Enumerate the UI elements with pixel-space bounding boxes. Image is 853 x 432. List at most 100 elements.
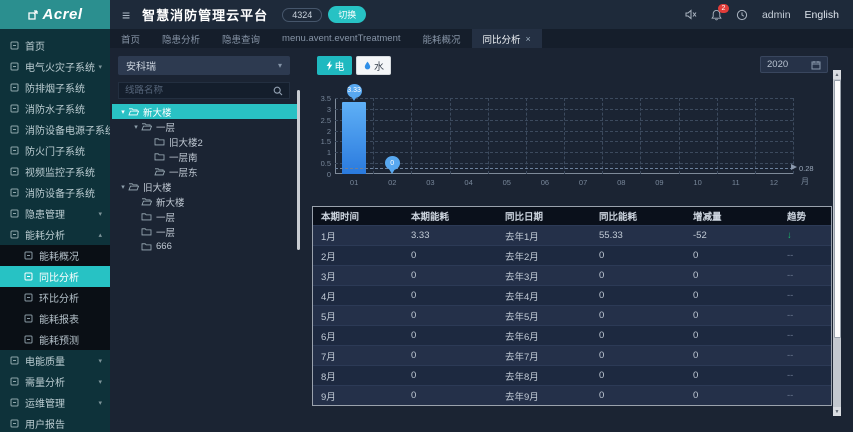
table-row: 4月 0 去年4月 0 0 -- <box>313 285 831 305</box>
submenu-item[interactable]: 环比分析 <box>0 287 110 308</box>
gridline <box>640 98 642 174</box>
tree-node-label: 一层南 <box>169 152 198 164</box>
tree-node[interactable]: 旧大楼2 <box>112 134 298 149</box>
average-line <box>335 167 793 169</box>
tree-node[interactable]: 一层东 <box>112 164 298 179</box>
table-cell: 0 <box>693 390 699 401</box>
sidebar-item[interactable]: 隐患管理 ▾ <box>0 203 110 224</box>
organization-select[interactable]: 安科瑞 ▾ <box>118 56 290 75</box>
tab-label: 首页 <box>121 34 141 46</box>
tree-node-label: 666 <box>156 241 172 252</box>
sidebar-item[interactable]: 消防设备电源子系统 <box>0 119 110 140</box>
submenu-item[interactable]: 同比分析 <box>0 266 110 287</box>
tree-scrollbar[interactable] <box>297 90 300 250</box>
table-cell: 去年5月 <box>505 311 539 323</box>
table-row: 3月 0 去年3月 0 0 -- <box>313 265 831 285</box>
line-search-input[interactable] <box>119 85 273 96</box>
user-menu[interactable]: admin <box>761 8 791 21</box>
sidebar-item-label: 视频监控子系统 <box>25 168 95 179</box>
sidebar-item-label: 电能质量 <box>25 357 65 368</box>
gridline <box>564 98 565 174</box>
notification-bell-icon[interactable]: 2 <box>711 3 729 21</box>
tree-node[interactable]: ▾ 新大楼 <box>112 104 298 119</box>
gridline <box>487 98 489 174</box>
menu-collapse-icon[interactable]: ≡ <box>122 6 131 23</box>
electric-tab-button[interactable]: 电 <box>317 56 352 75</box>
tree-expander-icon[interactable]: ▾ <box>134 123 138 131</box>
sidebar-item[interactable]: 视频监控子系统 <box>0 161 110 182</box>
search-icon[interactable] <box>273 86 283 96</box>
electrical-fire-icon <box>10 62 19 71</box>
sidebar-item-label: 用户报告 <box>25 420 65 431</box>
language-switch[interactable]: English <box>804 8 839 21</box>
tree-node[interactable]: ▾ 旧大楼 <box>112 179 298 194</box>
table-cell: 去年8月 <box>505 371 539 383</box>
table-cell: 去年7月 <box>505 351 539 363</box>
data-marker: 3.33 <box>346 83 362 102</box>
tab-隐患查询[interactable]: 隐患查询 <box>211 29 271 48</box>
energy-report-icon <box>24 314 33 323</box>
power-quality-icon <box>10 356 19 365</box>
sidebar-item[interactable]: 消防设备子系统 <box>0 182 110 203</box>
x-axis-tick: 09 <box>655 178 664 187</box>
sidebar-item[interactable]: 防排烟子系统 <box>0 77 110 98</box>
tree-node[interactable]: ▾ 一层 <box>112 119 298 134</box>
sidebar-item[interactable]: 首页 <box>0 35 110 56</box>
sidebar-item-label: 防火门子系统 <box>25 147 85 158</box>
tree-node[interactable]: 一层 <box>112 209 298 224</box>
table-cell: 5月 <box>321 311 336 323</box>
switch-button[interactable]: 切换 <box>328 6 367 23</box>
chevron-icon: ▴ <box>98 231 102 239</box>
folder-icon <box>154 152 165 161</box>
sidebar-item[interactable]: 消防水子系统 <box>0 98 110 119</box>
table-cell: 0 <box>411 310 417 321</box>
sidebar-item[interactable]: 需量分析 ▾ <box>0 371 110 392</box>
sidebar-item[interactable]: 电气火灾子系统 ▾ <box>0 56 110 77</box>
sidebar-item-label: 消防设备电源子系统 <box>25 126 110 137</box>
table-cell: 3月 <box>321 271 336 283</box>
chevron-icon: ▾ <box>98 357 102 365</box>
sidebar-item[interactable]: 电能质量 ▾ <box>0 350 110 371</box>
tab-首页[interactable]: 首页 <box>110 29 151 48</box>
year-picker[interactable]: 2020 <box>760 56 828 73</box>
average-line-arrow <box>791 164 800 171</box>
sidebar-item[interactable]: 能耗分析 ▴ <box>0 224 110 245</box>
water-label: 水 <box>374 62 384 73</box>
submenu-item[interactable]: 能耗报表 <box>0 308 110 329</box>
water-tab-button[interactable]: 水 <box>356 56 391 75</box>
tree-node[interactable]: 新大楼 <box>112 194 298 209</box>
y-axis-tick: 2.5 <box>320 115 331 125</box>
tree-expander-icon[interactable]: ▾ <box>121 108 125 116</box>
tab-隐患分析[interactable]: 隐患分析 <box>151 29 211 48</box>
table-cell: 0 <box>693 270 699 281</box>
tree-node[interactable]: 一层南 <box>112 149 298 164</box>
scroll-down-arrow[interactable]: ▼ <box>833 407 841 416</box>
scroll-up-arrow[interactable]: ▲ <box>833 70 841 79</box>
tab-label: menu.avent.eventTreatment <box>282 33 401 44</box>
app-title: 智慧消防管理云平台 <box>142 8 269 23</box>
content-scrollbar[interactable]: ▲ ▼ <box>833 70 841 416</box>
clock-icon[interactable] <box>736 9 748 21</box>
scrollbar-thumb[interactable] <box>833 80 841 338</box>
table-cell: 0 <box>599 250 605 261</box>
table-row: 1月 3.33 去年1月 55.33 -52 ↓ <box>313 225 831 245</box>
submenu-item[interactable]: 能耗预测 <box>0 329 110 350</box>
tab-label: 隐患查询 <box>222 34 261 46</box>
tab-close-icon[interactable]: × <box>525 33 531 44</box>
submenu-item[interactable]: 能耗概况 <box>0 245 110 266</box>
mute-speaker-icon[interactable] <box>685 9 697 20</box>
tree-expander-icon[interactable]: ▾ <box>121 183 125 191</box>
table-cell: 0 <box>693 370 699 381</box>
sidebar-item[interactable]: 防火门子系统 <box>0 140 110 161</box>
tab-同比分析[interactable]: 同比分析 × <box>471 29 542 48</box>
tab-menu.avent.eventTreatment[interactable]: menu.avent.eventTreatment <box>271 29 411 48</box>
table-cell: 0 <box>693 350 699 361</box>
sidebar-item[interactable]: 用户报告 <box>0 413 110 432</box>
lightning-icon <box>326 60 332 71</box>
tree-node[interactable]: 一层 <box>112 224 298 239</box>
tab-能耗概况[interactable]: 能耗概况 <box>412 29 472 48</box>
tree-node[interactable]: 666 <box>112 239 298 254</box>
sidebar-item[interactable]: 运维管理 ▾ <box>0 392 110 413</box>
tree-node-label: 旧大楼2 <box>169 137 203 149</box>
sidebar-item-label: 电气火灾子系统 <box>25 63 95 74</box>
